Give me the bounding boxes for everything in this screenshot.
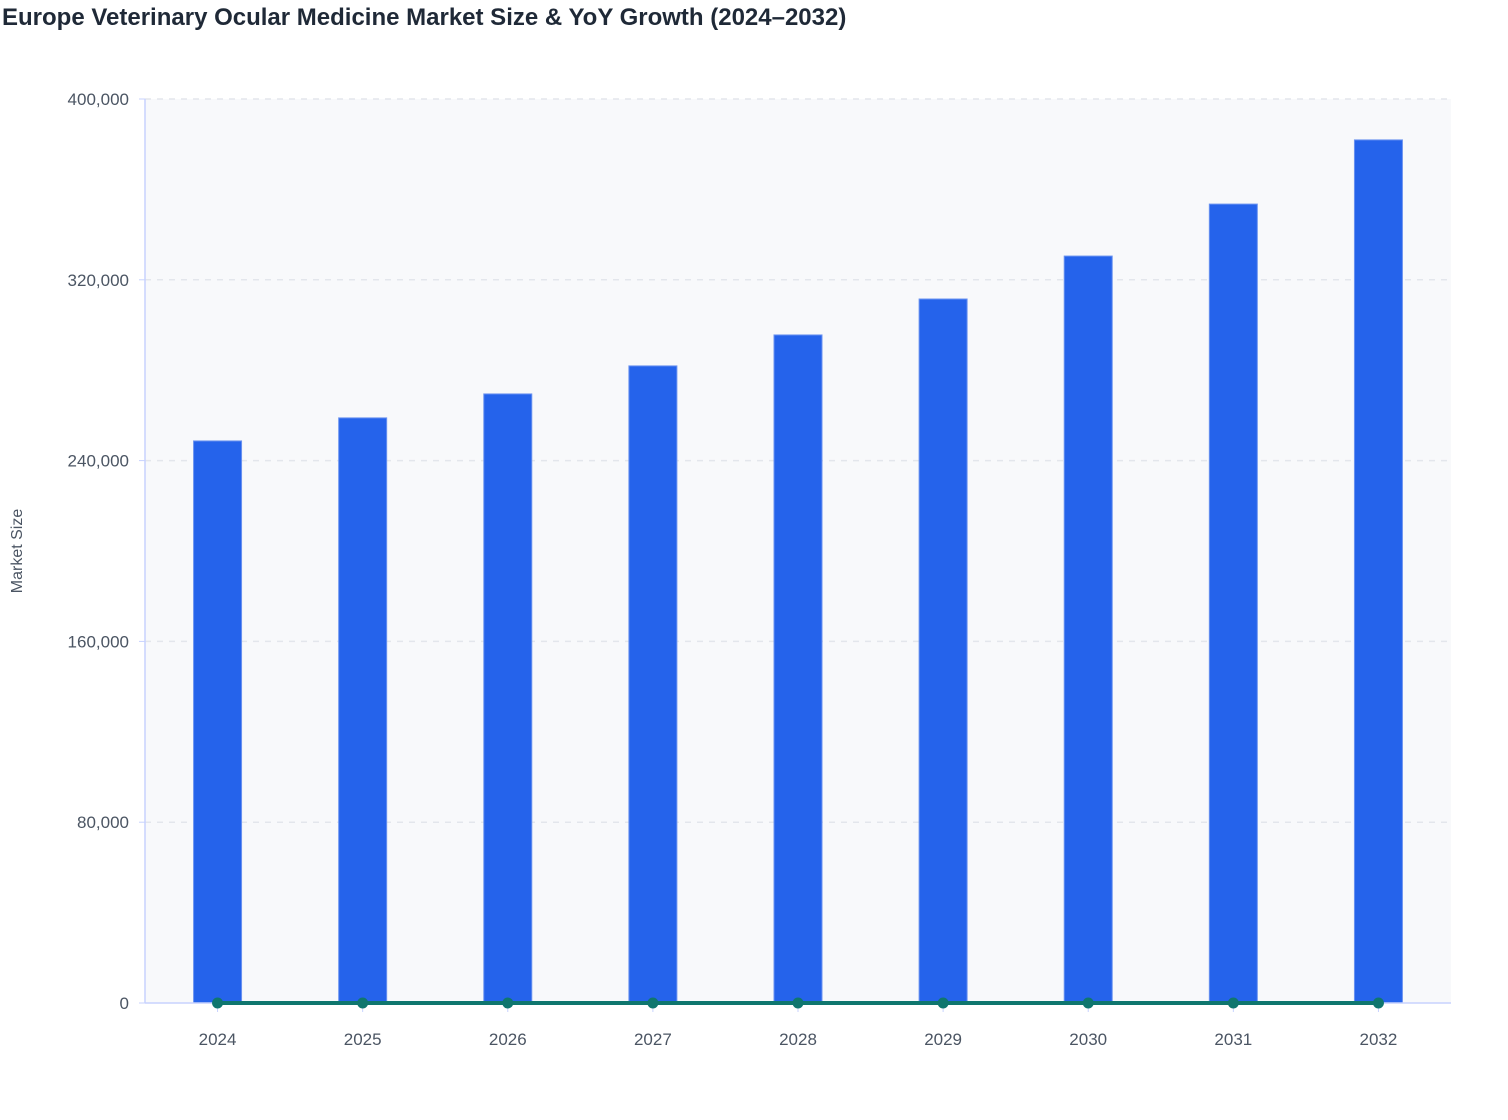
x-tick-label: 2024 <box>199 1030 237 1049</box>
y-tick-label: 240,000 <box>68 452 129 471</box>
bar-2031 <box>1208 203 1258 1004</box>
growth-point-2025 <box>357 997 369 1009</box>
bar-2027 <box>628 365 678 1004</box>
chart-title: Europe Veterinary Ocular Medicine Market… <box>2 4 847 31</box>
y-axis-label: Market Size <box>9 509 26 594</box>
growth-point-2031 <box>1227 997 1239 1009</box>
x-tick-label: 2029 <box>924 1030 962 1049</box>
bar-2032 <box>1353 139 1403 1004</box>
growth-point-2027 <box>647 997 659 1009</box>
growth-point-2032 <box>1372 997 1384 1009</box>
growth-point-2026 <box>502 997 514 1009</box>
bar-2024 <box>193 440 243 1004</box>
y-tick-label: 80,000 <box>77 813 129 832</box>
bar-2028 <box>773 334 823 1004</box>
bar-2030 <box>1063 255 1113 1004</box>
x-tick-label: 2026 <box>489 1030 527 1049</box>
x-tick-label: 2030 <box>1069 1030 1107 1049</box>
y-tick-label: 400,000 <box>68 90 129 109</box>
x-tick-label: 2025 <box>344 1030 382 1049</box>
x-tick-label: 2032 <box>1360 1030 1398 1049</box>
bar-2029 <box>918 298 968 1004</box>
bar-2025 <box>338 417 388 1004</box>
growth-point-2030 <box>1082 997 1094 1009</box>
y-tick-label: 160,000 <box>68 632 129 651</box>
growth-point-2028 <box>792 997 804 1009</box>
x-tick-label: 2031 <box>1214 1030 1252 1049</box>
x-tick-label: 2027 <box>634 1030 672 1049</box>
bar-2026 <box>483 393 533 1004</box>
x-tick-label: 2028 <box>779 1030 817 1049</box>
y-tick-label: 320,000 <box>68 271 129 290</box>
y-tick-label: 0 <box>120 994 129 1013</box>
growth-point-2024 <box>212 997 224 1009</box>
growth-point-2029 <box>937 997 949 1009</box>
